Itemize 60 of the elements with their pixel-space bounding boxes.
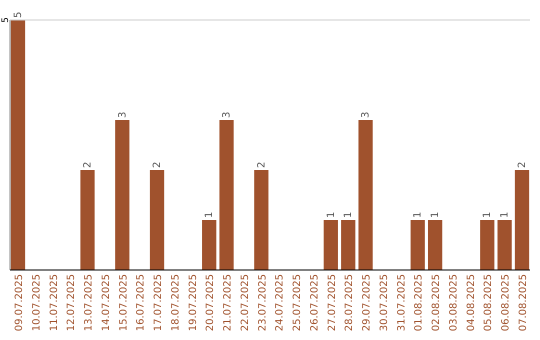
data-label: 3 [117,112,128,118]
x-tick-label: 27.07.2025 [326,274,338,332]
data-label: 2 [517,162,528,168]
data-label: 1 [204,212,216,218]
x-tick-label: 17.07.2025 [153,274,164,332]
bar [498,220,512,270]
x-tick-label: 21.07.2025 [222,274,234,332]
bar [358,120,373,270]
data-label: 1 [430,212,442,218]
x-tick-label: 12.07.2025 [66,274,78,332]
bar [410,220,425,270]
x-tick-label: 19.07.2025 [188,274,199,332]
x-tick-label: 09.07.2025 [14,274,25,332]
x-tick-label: 18.07.2025 [170,274,182,332]
x-tick-label: 01.08.2025 [414,274,425,332]
x-tick-label: 29.07.2025 [362,274,373,332]
x-tick-label: 26.07.2025 [309,274,320,332]
x-tick-label: 02.08.2025 [431,274,442,332]
x-tick-label: 10.07.2025 [31,274,42,332]
x-tick-label: 05.08.2025 [483,274,494,332]
bar [10,20,26,270]
x-tick-label: 07.08.2025 [518,274,530,332]
data-label: 2 [152,162,164,168]
bar [219,120,234,270]
x-tick-label: 24.07.2025 [274,274,286,332]
data-label: 5 [1,17,11,23]
x-tick-label: 28.07.2025 [344,274,356,332]
x-tick-label: 03.08.2025 [448,274,460,332]
bar [202,220,216,270]
data-label: 3 [222,112,233,118]
data-label: 1 [343,212,354,218]
x-tick-label: 20.07.2025 [205,274,216,332]
bar [428,220,442,270]
x-tick-label: 23.07.2025 [257,274,268,332]
bar [324,220,338,270]
x-tick-label: 06.08.2025 [500,274,512,332]
x-tick-label: 11.07.2025 [48,274,60,332]
data-label: 1 [326,212,337,218]
x-tick-label: 22.07.2025 [240,274,251,332]
data-label: 1 [500,212,511,218]
data-label: 3 [360,112,372,118]
bar [80,170,95,270]
x-tick-label: 25.07.2025 [292,274,304,332]
x-tick-label: 31.07.2025 [396,274,408,332]
x-tick-label: 30.07.2025 [378,274,390,332]
data-label: 1 [482,212,494,218]
data-label: 2 [256,162,268,168]
x-tick-label: 16.07.2025 [136,274,147,332]
bar [514,170,530,270]
data-label: 2 [82,162,94,168]
bar [480,220,494,270]
bar [341,220,356,270]
bar [150,170,164,270]
x-tick-label: 14.07.2025 [100,274,112,332]
x-tick-label: 15.07.2025 [118,274,130,332]
x-tick-label: 04.08.2025 [466,274,477,332]
bar [115,120,130,270]
x-tick-label: 13.07.2025 [84,274,95,332]
data-label: 1 [412,212,424,218]
bar [254,170,268,270]
